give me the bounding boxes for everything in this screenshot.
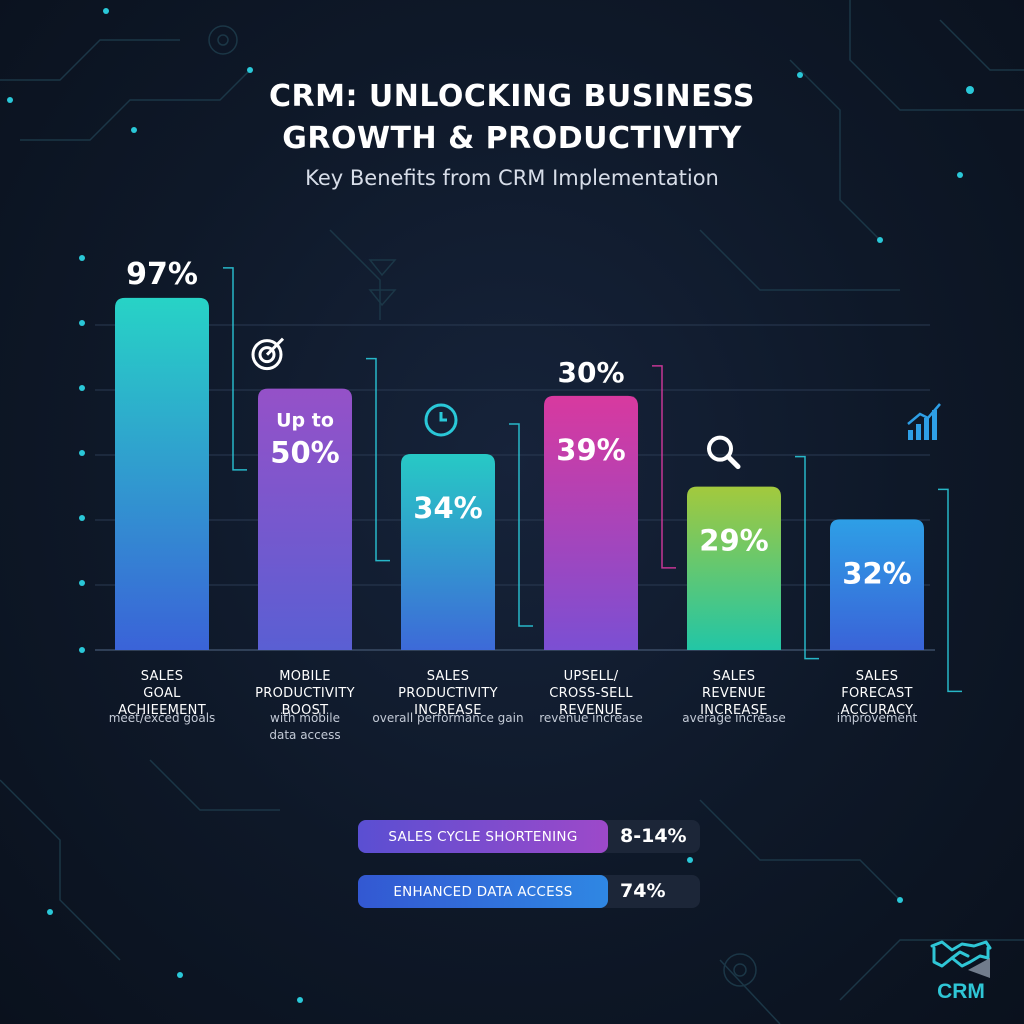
- category-sublabel-2-line-2: data access: [269, 728, 340, 742]
- growth-chart-icon-bar-4: [932, 410, 937, 440]
- stat-row-data-access: ENHANCED DATA ACCESS 74%: [358, 875, 700, 908]
- bar-5: [687, 486, 781, 650]
- category-sublabel-4-line-1: revenue increase: [539, 711, 643, 725]
- axis-dot-3: [79, 450, 85, 456]
- bar-value-4: 39%: [556, 433, 625, 467]
- magnifier-icon-handle: [725, 454, 741, 470]
- target-icon-arrow: [265, 337, 285, 356]
- target-icon: [251, 339, 283, 371]
- category-label-4-line-1: UPSELL/: [564, 669, 619, 684]
- growth-chart-icon-bar-2: [916, 424, 921, 440]
- category-label-5-line-2: REVENUE: [702, 686, 766, 701]
- category-sublabel-3-line-1: overall performance gain: [372, 711, 523, 725]
- handshake-icon: [930, 940, 992, 978]
- axis-dot-4: [79, 515, 85, 521]
- axis-dot-top: [79, 255, 85, 261]
- axis-dot-base: [79, 647, 85, 653]
- category-label-2-line-3: BOOST: [282, 703, 329, 718]
- bar-value-prefix-2: Up to: [276, 410, 334, 432]
- target-icon-ring: [258, 346, 276, 364]
- connector-line-3: [509, 423, 533, 627]
- category-sublabel-1-line-1: meet/exced goals: [109, 711, 216, 725]
- category-sublabel-2-line-1: with mobile: [270, 711, 340, 725]
- page-title-line-2: GROWTH & PRODUCTIVITY: [282, 121, 742, 156]
- bar-3: [401, 453, 495, 650]
- bar-callout-4: 30%: [557, 356, 624, 389]
- bar-4: [544, 395, 638, 650]
- crm-logo: CRM: [928, 936, 994, 1006]
- bar-value-1: 97%: [126, 257, 198, 292]
- crm-logo-text: CRM: [937, 980, 985, 1003]
- bar-value-2: 50%: [270, 436, 339, 470]
- stat-value-sales-cycle: 8-14%: [620, 825, 687, 847]
- stat-label-sales-cycle: SALES CYCLE SHORTENING: [358, 820, 608, 853]
- page-subtitle: Key Benefits from CRM Implementation: [305, 166, 719, 190]
- category-label-1-line-2: GOAL: [143, 686, 181, 701]
- category-label-2-line-1: MOBILE: [279, 669, 330, 684]
- bar-2: [258, 388, 352, 650]
- axis-dot-1: [79, 320, 85, 326]
- stat-row-sales-cycle: SALES CYCLE SHORTENING 8-14%: [358, 820, 700, 853]
- stat-value-data-access: 74%: [620, 880, 666, 902]
- category-sublabel-6-line-1: improvement: [837, 711, 918, 725]
- category-label-5-line-1: SALES: [713, 669, 756, 684]
- category-label-1-line-1: SALES: [141, 669, 184, 684]
- connector-line-6: [938, 488, 962, 693]
- connector-line-2: [366, 357, 390, 562]
- connector-line-1: [223, 267, 247, 471]
- connector-line-4: [652, 365, 676, 569]
- category-label-4-line-2: CROSS-SELL: [549, 686, 633, 701]
- page-title-line-1: CRM: UNLOCKING BUSINESS: [269, 79, 755, 114]
- growth-chart-icon-bar-3: [924, 418, 929, 440]
- bar-value-5: 29%: [699, 524, 768, 558]
- category-sublabel-5-line-1: average increase: [682, 711, 786, 725]
- connector-line-5: [795, 455, 819, 660]
- growth-chart-icon-bar-1: [908, 430, 913, 440]
- bar-value-6: 32%: [842, 556, 911, 590]
- axis-dot-5: [79, 580, 85, 586]
- clock-icon-hands: [439, 411, 447, 422]
- growth-chart-icon: [907, 403, 941, 425]
- axis-dot-2: [79, 385, 85, 391]
- category-label-1-line-3: ACHIEEMENT: [118, 703, 206, 718]
- magnifier-icon: [707, 435, 733, 462]
- page-title: CRM: UNLOCKING BUSINESS GROWTH & PRODUCT…: [0, 76, 1024, 160]
- bar-6: [830, 519, 924, 650]
- category-label-3-line-2: PRODUCTIVITY: [398, 686, 498, 701]
- category-label-3-line-1: SALES: [427, 669, 470, 684]
- bar-value-3: 34%: [413, 491, 482, 525]
- category-label-6-line-1: SALES: [856, 669, 899, 684]
- category-label-6-line-3: ACCURACY: [841, 703, 914, 718]
- category-label-5-line-3: INCREASE: [700, 703, 768, 718]
- category-label-4-line-3: REVENUE: [559, 703, 623, 718]
- category-label-6-line-2: FORECAST: [841, 686, 913, 701]
- clock-icon: [424, 403, 458, 437]
- bar-1: [115, 297, 209, 650]
- category-label-2-line-2: PRODUCTIVITY: [255, 686, 355, 701]
- stat-label-data-access: ENHANCED DATA ACCESS: [358, 875, 608, 908]
- category-label-3-line-3: INCREASE: [414, 703, 482, 718]
